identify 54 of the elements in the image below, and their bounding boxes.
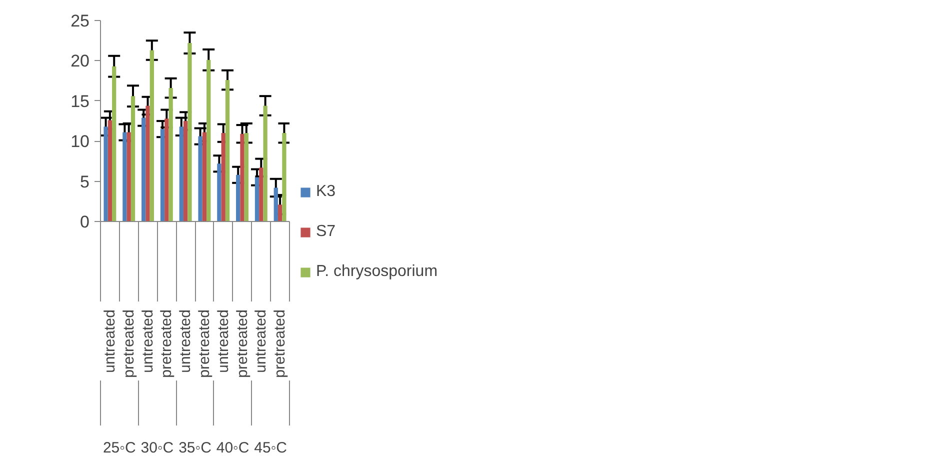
- bar: [263, 106, 268, 222]
- x-tick-label: pretreated: [196, 309, 213, 378]
- bar: [146, 106, 150, 222]
- text: 35◦C: [178, 440, 212, 456]
- x-tick-label: untreated: [214, 309, 232, 373]
- y-tick-label: 5: [80, 172, 90, 192]
- bar: [202, 132, 207, 222]
- bar: [278, 204, 282, 222]
- x-tick-label: pretreated: [120, 309, 138, 378]
- bar: [142, 118, 146, 222]
- x-tick-label: untreated: [101, 309, 118, 373]
- bar: [206, 60, 211, 222]
- bar: [236, 174, 240, 222]
- text: 45◦C: [254, 440, 288, 456]
- legend-label: K3: [316, 183, 336, 201]
- bar: [104, 126, 108, 222]
- bar: [126, 132, 131, 222]
- legend-label: S7: [316, 223, 336, 241]
- y-tick-label: 0: [80, 212, 90, 232]
- y-tick-label: 25: [70, 12, 90, 30]
- bar: [240, 134, 244, 222]
- x-tick-label: untreated: [139, 309, 156, 373]
- bar: [160, 129, 165, 222]
- text: 30◦C: [140, 440, 174, 456]
- x-tick-label: pretreated: [158, 309, 176, 378]
- bar: [164, 118, 169, 222]
- bar: [150, 50, 154, 222]
- legend-label: P. chrysosporium: [316, 263, 438, 281]
- bar: [259, 168, 264, 222]
- x-tick-label: pretreated: [272, 309, 289, 378]
- bar: [244, 133, 248, 222]
- text: 25◦C: [102, 440, 136, 456]
- x-tick-label: untreated: [177, 309, 194, 373]
- x-tick-label: pretreated: [234, 309, 251, 378]
- bar: [221, 133, 226, 222]
- text: 40◦C: [216, 440, 250, 456]
- bar: [198, 136, 202, 222]
- bar: [179, 126, 184, 222]
- bar: [274, 188, 278, 222]
- bar: [108, 120, 112, 222]
- bar: [188, 43, 192, 222]
- bar: [254, 177, 260, 222]
- bar: [112, 66, 116, 222]
- y-tick-label: 15: [70, 92, 90, 111]
- x-tick-label: untreated: [252, 309, 270, 373]
- bar: [122, 132, 127, 222]
- bar: [130, 96, 136, 222]
- bar: [225, 80, 230, 222]
- y-tick-label: 20: [70, 52, 90, 71]
- bar: [168, 88, 173, 222]
- bar: [183, 121, 188, 222]
- bar: [282, 133, 286, 222]
- y-tick-label: 10: [70, 132, 90, 152]
- bar: [217, 164, 222, 222]
